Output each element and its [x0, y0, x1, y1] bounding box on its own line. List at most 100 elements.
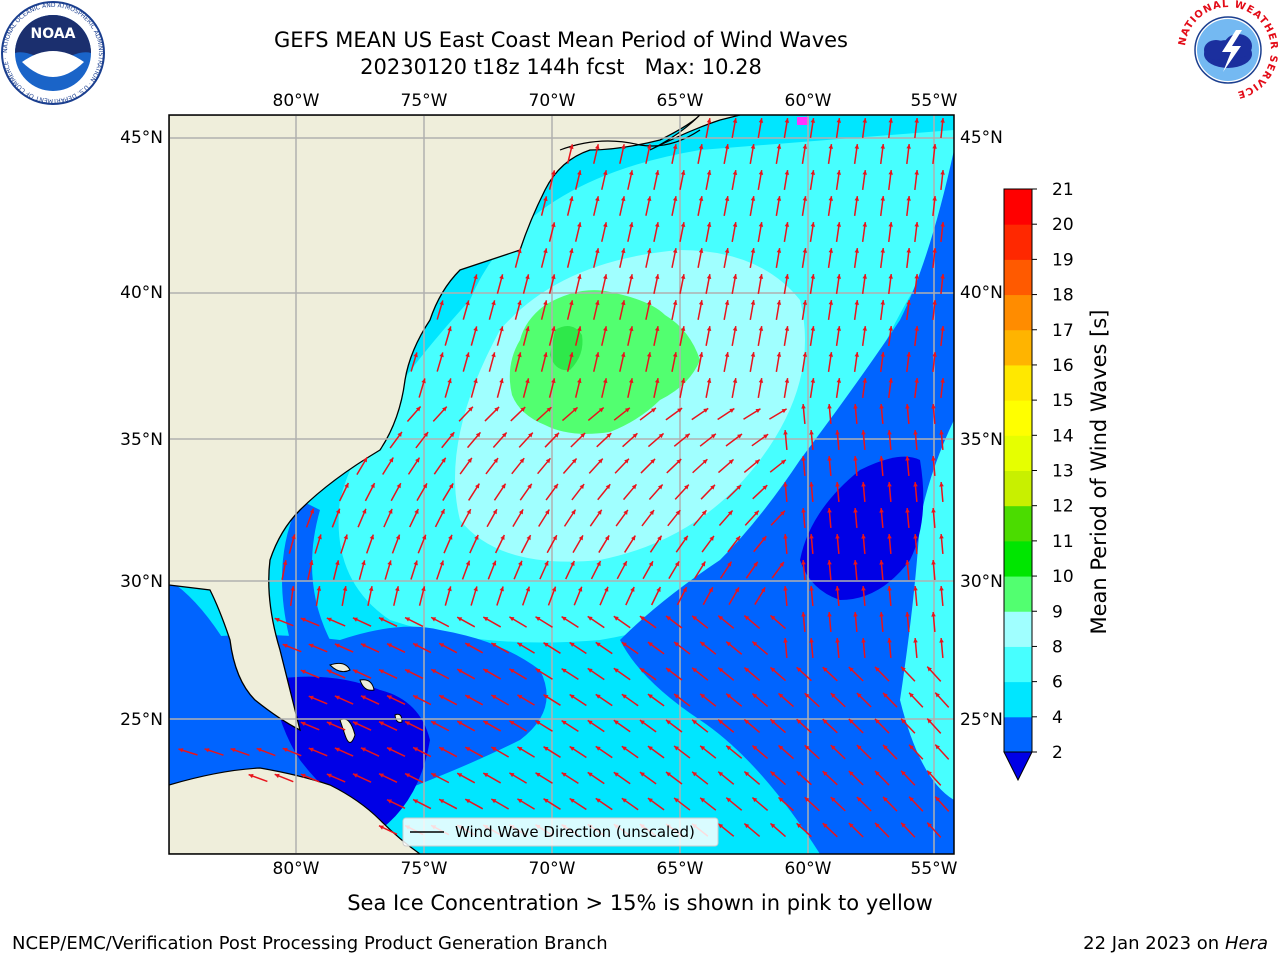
- wind-wave-arrow: [334, 695, 354, 705]
- wind-wave-arrow: [673, 693, 691, 707]
- wind-wave-arrow: [391, 534, 401, 554]
- wind-wave-arrow: [430, 772, 450, 784]
- wind-wave-arrow: [848, 718, 864, 734]
- wind-wave-arrow: [338, 482, 350, 502]
- wind-wave-arrow: [543, 746, 561, 758]
- wind-wave-arrow: [563, 509, 577, 527]
- wind-wave-arrow: [438, 746, 458, 758]
- wind-wave-arrow: [668, 561, 680, 579]
- wind-wave-arrow: [801, 196, 808, 216]
- wind-wave-arrow: [386, 798, 406, 810]
- wind-wave-arrow: [676, 586, 688, 606]
- wind-wave-arrow: [717, 719, 735, 733]
- zone-under-2-bahamas: [270, 676, 430, 830]
- wind-wave-arrow: [827, 507, 832, 529]
- wind-wave-arrow: [900, 770, 916, 786]
- colorbar-tick-label: 15: [1052, 391, 1074, 411]
- wind-wave-arrow: [745, 561, 759, 579]
- wind-wave-arrow: [900, 718, 916, 734]
- colorbar-tick-label: 19: [1052, 250, 1074, 270]
- wind-wave-arrow: [274, 617, 294, 627]
- wind-wave-arrow: [665, 771, 683, 785]
- wind-wave-arrow: [906, 351, 911, 373]
- wind-wave-arrow: [705, 222, 712, 242]
- wind-wave-arrow: [697, 248, 704, 268]
- wind-wave-arrow: [879, 299, 885, 321]
- wind-wave-arrow: [874, 718, 890, 734]
- wind-wave-arrow: [627, 378, 634, 398]
- wind-wave-arrow: [705, 170, 712, 190]
- wind-wave-arrow: [801, 559, 806, 581]
- wind-wave-arrow: [757, 118, 764, 138]
- wind-wave-arrow: [835, 273, 842, 295]
- wind-wave-arrow: [853, 507, 858, 529]
- wind-wave-arrow: [861, 533, 866, 555]
- wind-wave-arrow: [418, 378, 426, 398]
- wind-wave-arrow: [509, 720, 527, 732]
- colorbar-segment: [1004, 470, 1032, 507]
- wind-wave-arrow: [723, 352, 730, 372]
- wind-wave-arrow: [882, 744, 898, 760]
- wind-wave-arrow: [352, 721, 372, 731]
- wind-wave-arrow: [905, 455, 910, 477]
- wind-wave-arrow: [456, 616, 476, 628]
- colorbar-label: Mean Period of Wind Waves [s]: [1087, 310, 1111, 635]
- wind-wave-arrow: [801, 144, 808, 164]
- wind-wave-arrow: [621, 641, 639, 655]
- footer-date: 22 Jan 2023 on Hera: [1083, 933, 1268, 954]
- wind-wave-arrow: [827, 455, 832, 477]
- wind-wave-arrow: [482, 668, 502, 680]
- wind-wave-arrow: [932, 351, 937, 373]
- wind-wave-arrow: [410, 560, 418, 580]
- wind-wave-arrow: [614, 458, 630, 474]
- wind-wave-arrow: [444, 586, 452, 606]
- wind-wave-arrow: [488, 352, 496, 372]
- wind-wave-arrow: [691, 771, 709, 785]
- wind-wave-arrow: [783, 585, 788, 607]
- wind-wave-arrow: [378, 773, 398, 783]
- wind-wave-arrow: [693, 509, 707, 527]
- colorbar-segment: [1004, 576, 1032, 612]
- wind-wave-arrow: [934, 692, 950, 708]
- wind-wave-arrow: [914, 273, 919, 295]
- wind-wave-arrow: [691, 719, 709, 733]
- lon-tick-bottom: 65°W: [657, 859, 704, 879]
- wind-wave-arrow: [382, 457, 394, 475]
- wind-wave-arrow: [613, 407, 631, 421]
- wind-wave-arrow: [801, 455, 806, 477]
- wind-wave-arrow: [464, 798, 484, 810]
- wind-wave-arrow: [804, 796, 820, 812]
- wind-wave-arrow: [540, 300, 548, 320]
- wind-wave-arrow: [723, 144, 730, 164]
- chart-subtitle: 20230120 t18z 144h fcst Max: 10.28: [360, 55, 762, 79]
- wind-wave-arrow: [436, 352, 444, 372]
- wind-wave-arrow: [769, 666, 787, 682]
- wind-wave-arrow: [469, 534, 479, 554]
- wind-wave-arrow: [743, 822, 761, 838]
- wind-wave-arrow: [462, 300, 470, 320]
- wind-wave-arrow: [882, 796, 898, 812]
- wind-wave-arrow: [731, 118, 738, 138]
- wind-wave-arrow: [641, 509, 655, 527]
- wind-wave-arrow: [900, 666, 916, 682]
- wind-wave-arrow: [548, 222, 556, 242]
- wind-wave-arrow: [621, 797, 639, 811]
- wind-wave-arrow: [438, 642, 458, 654]
- wind-wave-arrow: [571, 483, 585, 501]
- wind-wave-arrow: [561, 719, 579, 733]
- wind-wave-arrow: [456, 772, 476, 784]
- wind-wave-arrow: [809, 378, 816, 398]
- wind-wave-arrow: [383, 508, 393, 528]
- wind-wave-arrow: [699, 797, 717, 811]
- colorbar-tick-label: 13: [1052, 462, 1074, 482]
- wind-wave-arrow: [723, 300, 730, 320]
- zone-2-4-east: [620, 150, 954, 854]
- wind-wave-arrow: [694, 561, 706, 579]
- wind-wave-arrow: [769, 408, 787, 420]
- wind-wave-arrow: [619, 300, 626, 320]
- wind-wave-arrow: [442, 483, 454, 501]
- colorbar-segment: [1004, 681, 1032, 718]
- colorbar-tick-label: 16: [1052, 356, 1074, 376]
- wind-wave-arrow: [522, 378, 530, 398]
- wind-wave-arrow: [932, 299, 937, 321]
